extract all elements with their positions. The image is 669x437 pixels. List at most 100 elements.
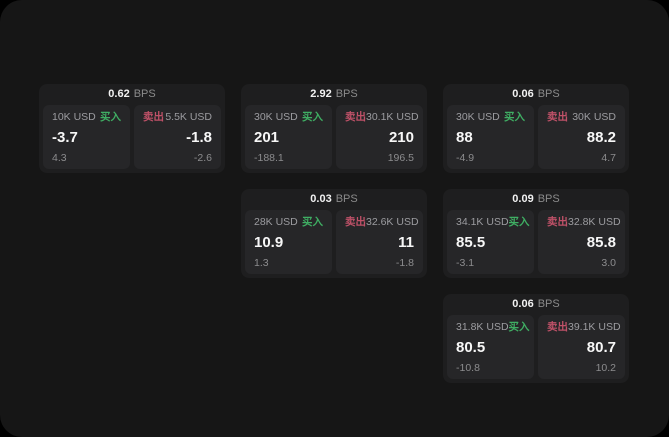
sell-panel-top: 卖出 5.5K USD: [143, 112, 212, 123]
sell-price: -1.8: [186, 129, 212, 146]
bps-value: 0.06: [512, 298, 534, 310]
buy-panel-top: 30K USD 买入: [456, 112, 525, 123]
quote-panels: 28K USD 买入 10.9 1.3 卖出 32.6K USD 11 -1.8: [241, 210, 427, 278]
buy-quote-panel[interactable]: 10K USD 买入 -3.7 4.3: [43, 105, 130, 169]
sell-price: 85.8: [586, 234, 616, 251]
sell-size: 32.6K USD: [366, 216, 419, 228]
sell-panel-top: 卖出 30.1K USD: [345, 111, 419, 123]
buy-panel-top: 10K USD 买入: [52, 112, 121, 123]
sell-delta: 196.5: [387, 151, 414, 164]
sell-price: 80.7: [586, 339, 616, 356]
quote-panels: 31.8K USD 买入 80.5 -10.8 卖出 39.1K USD 80.…: [443, 315, 629, 383]
buy-size: 28K USD: [254, 216, 298, 228]
sell-size: 39.1K USD: [568, 321, 621, 333]
bps-header: 0.62 BPS: [39, 84, 225, 105]
buy-side-tag: 买入: [504, 111, 525, 123]
sell-panel-top: 卖出 32.8K USD: [547, 216, 621, 228]
sell-size: 30K USD: [572, 111, 616, 123]
buy-size: 30K USD: [456, 111, 500, 123]
buy-price: 85.5: [456, 234, 486, 251]
sell-panel-top: 卖出 39.1K USD: [547, 321, 621, 333]
quote-panels: 34.1K USD 买入 85.5 -3.1 卖出 32.8K USD 85.8…: [443, 210, 629, 278]
buy-quote-panel[interactable]: 30K USD 买入 201 -188.1: [245, 105, 332, 169]
bps-unit-label: BPS: [335, 88, 358, 100]
buy-size: 10K USD: [52, 111, 96, 123]
sell-quote-panel[interactable]: 卖出 30.1K USD 210 196.5: [336, 105, 423, 169]
sell-size: 32.8K USD: [568, 216, 621, 228]
buy-side-tag: 买入: [508, 321, 530, 333]
bps-unit-label: BPS: [537, 193, 560, 205]
buy-side-tag: 买入: [508, 216, 530, 228]
bps-unit-label: BPS: [537, 298, 560, 310]
quote-card: 0.09 BPS 34.1K USD 买入 85.5 -3.1 卖出: [443, 189, 629, 278]
buy-price: -3.7: [52, 129, 78, 146]
bps-value: 0.62: [108, 88, 130, 100]
buy-quote-panel[interactable]: 34.1K USD 买入 85.5 -3.1: [447, 210, 534, 274]
sell-side-tag: 卖出: [547, 321, 568, 333]
quote-card: 0.62 BPS 10K USD 买入 -3.7 4.3 卖出: [39, 84, 225, 173]
buy-delta: 1.3: [254, 256, 269, 269]
sell-quote-panel[interactable]: 卖出 30K USD 88.2 4.7: [538, 105, 625, 169]
quotes-grid: 0.62 BPS 10K USD 买入 -3.7 4.3 卖出: [39, 84, 629, 383]
buy-delta: -188.1: [254, 151, 284, 164]
bps-value: 0.06: [512, 88, 534, 100]
buy-price: 10.9: [254, 234, 284, 251]
sell-panel-top: 卖出 32.6K USD: [345, 217, 419, 228]
sell-quote-panel[interactable]: 卖出 32.6K USD 11 -1.8: [336, 210, 423, 274]
buy-price: 80.5: [456, 339, 486, 356]
buy-panel-top: 34.1K USD 买入: [456, 216, 530, 228]
sell-delta: -1.8: [395, 256, 414, 269]
sell-panel-top: 卖出 30K USD: [547, 112, 616, 123]
buy-price: 201: [254, 129, 280, 146]
bps-unit-label: BPS: [537, 88, 560, 100]
buy-size: 30K USD: [254, 111, 298, 123]
buy-side-tag: 买入: [100, 111, 121, 123]
bps-value: 0.09: [512, 193, 534, 205]
quote-panels: 30K USD 买入 88 -4.9 卖出 30K USD 88.2 4.7: [443, 105, 629, 173]
bps-unit-label: BPS: [133, 88, 156, 100]
bps-header: 2.92 BPS: [241, 84, 427, 105]
sell-delta: 10.2: [595, 361, 616, 374]
sell-side-tag: 卖出: [547, 216, 568, 228]
bps-header: 0.06 BPS: [443, 294, 629, 315]
bps-header: 0.06 BPS: [443, 84, 629, 105]
buy-panel-top: 30K USD 买入: [254, 112, 323, 123]
quote-panels: 30K USD 买入 201 -188.1 卖出 30.1K USD 210 1…: [241, 105, 427, 173]
buy-panel-top: 28K USD 买入: [254, 217, 323, 228]
buy-price: 88: [456, 129, 473, 146]
sell-side-tag: 卖出: [143, 111, 164, 123]
sell-delta: 4.7: [601, 151, 616, 164]
buy-quote-panel[interactable]: 28K USD 买入 10.9 1.3: [245, 210, 332, 274]
quote-panels: 10K USD 买入 -3.7 4.3 卖出 5.5K USD -1.8 -2.…: [39, 105, 225, 173]
buy-quote-panel[interactable]: 30K USD 买入 88 -4.9: [447, 105, 534, 169]
bps-header: 0.03 BPS: [241, 189, 427, 210]
buy-size: 34.1K USD: [456, 216, 509, 228]
sell-side-tag: 卖出: [345, 111, 366, 123]
bps-value: 0.03: [310, 193, 332, 205]
bps-value: 2.92: [310, 88, 332, 100]
quote-card: 0.06 BPS 30K USD 买入 88 -4.9 卖出: [443, 84, 629, 173]
buy-panel-top: 31.8K USD 买入: [456, 321, 530, 333]
sell-price: 88.2: [586, 129, 616, 146]
sell-size: 5.5K USD: [165, 111, 212, 123]
sell-quote-panel[interactable]: 卖出 32.8K USD 85.8 3.0: [538, 210, 625, 274]
buy-delta: -4.9: [456, 151, 475, 164]
sell-size: 30.1K USD: [366, 111, 419, 123]
buy-delta: -3.1: [456, 256, 475, 269]
sell-quote-panel[interactable]: 卖出 39.1K USD 80.7 10.2: [538, 315, 625, 379]
sell-quote-panel[interactable]: 卖出 5.5K USD -1.8 -2.6: [134, 105, 221, 169]
sell-side-tag: 卖出: [547, 111, 568, 123]
quote-card: 0.03 BPS 28K USD 买入 10.9 1.3 卖出: [241, 189, 427, 278]
bps-unit-label: BPS: [335, 193, 358, 205]
quote-card: 0.06 BPS 31.8K USD 买入 80.5 -10.8 卖: [443, 294, 629, 383]
sell-delta: 3.0: [601, 256, 616, 269]
sell-delta: -2.6: [193, 151, 212, 164]
sell-price: 11: [398, 234, 414, 251]
buy-quote-panel[interactable]: 31.8K USD 买入 80.5 -10.8: [447, 315, 534, 379]
buy-size: 31.8K USD: [456, 321, 509, 333]
sell-price: 210: [388, 129, 414, 146]
buy-delta: -10.8: [456, 361, 480, 374]
quote-card: 2.92 BPS 30K USD 买入 201 -188.1 卖出: [241, 84, 427, 173]
